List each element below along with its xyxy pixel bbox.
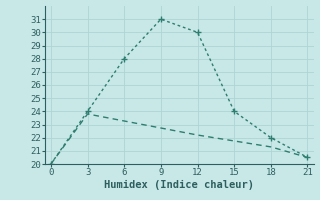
X-axis label: Humidex (Indice chaleur): Humidex (Indice chaleur) [104,180,254,190]
